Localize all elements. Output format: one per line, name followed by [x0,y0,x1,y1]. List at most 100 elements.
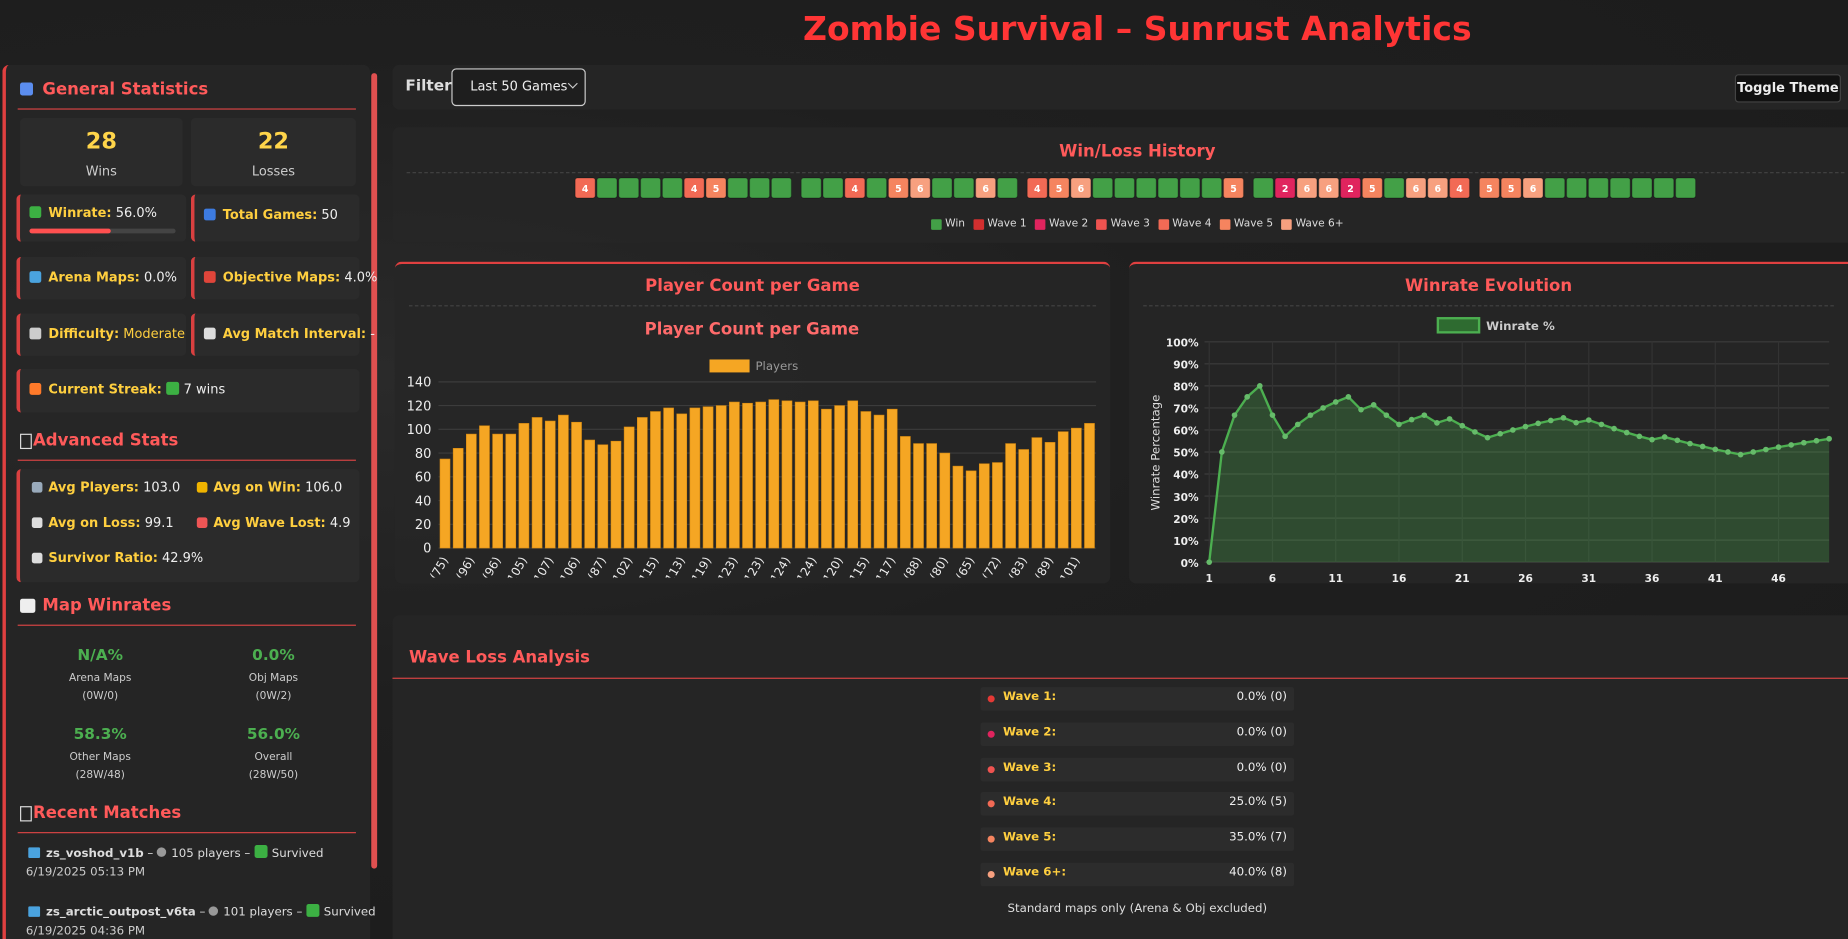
x-tick-label: 11 [1328,573,1343,585]
filter-select[interactable]: Last 50 Games [451,68,586,107]
x-tick-label: (117) [870,554,898,588]
note: Standard maps only (Arena & Obj excluded… [1007,902,1268,916]
y-tick-label: 80 [415,447,431,462]
point [1320,405,1326,411]
wave-row: Wave 5: 35.0% (7) [980,827,1295,852]
wave-dot [987,695,995,703]
bar [939,452,951,549]
section-title: General Statistics [42,80,209,99]
legend-swatch [1096,218,1108,230]
panel-title: Winrate Evolution [1404,276,1573,296]
toggle-theme-button[interactable]: Toggle Theme [1734,74,1841,103]
wave-value: 0.0% (0) [1236,690,1287,704]
stat-label: Avg Players: [48,479,139,495]
bar [900,436,911,549]
divider [392,677,1848,679]
history-box [727,177,749,199]
wave-row: Wave 6+: 40.0% (8) [980,862,1295,887]
icon [196,517,208,528]
legend-item: Wave 6+ [1281,218,1344,230]
point [1408,416,1415,423]
point [1547,417,1554,424]
history-box [931,177,953,199]
history-box [909,177,931,199]
stat-value: 103.0 [143,479,181,495]
panel-title: Player Count per Game [645,276,860,296]
match-date: 6/19/2025 05:13 PM [25,866,146,880]
icon [20,433,32,450]
point [1763,446,1769,453]
stat-label: Losses [251,163,296,180]
point [1623,429,1630,436]
bar [439,458,451,549]
bar [742,402,753,549]
check-icon [254,845,268,858]
stat-card: Objective Maps: 4.0% [190,256,377,300]
bar [689,407,701,549]
x-tick-label: 31 [1581,573,1596,585]
filter-value: Last 50 Games [470,78,568,95]
wave-label: Wave 3: [1002,760,1057,774]
wave-value: 0.0% (0) [1236,725,1287,739]
point [1801,439,1807,446]
bar [926,443,937,549]
map-rate: N/A% [77,647,123,665]
y-axis-label: Winrate Percentage [1149,395,1163,511]
history-box [1653,177,1675,199]
section-title: Win/Loss History [1059,142,1216,162]
history-box [1448,177,1471,199]
point [1244,394,1250,400]
x-tick-label: (102) [607,554,635,588]
stat-label: Avg on Loss: [48,515,141,531]
y-tick-label: 80% [1173,382,1199,394]
stat-card: Arena Maps: 0.0% [16,256,187,300]
bar [505,433,517,549]
map-record: (0W/2) [255,690,292,703]
history-box [618,177,640,199]
bar [1071,427,1082,549]
history-box [705,177,727,199]
stat-label: Avg Match Interval: [222,326,367,342]
y-tick-label: 30% [1173,492,1199,504]
history-box [1478,177,1500,199]
history-label: 5 [1486,184,1493,195]
toolbar [392,64,1848,110]
history-box [844,177,866,199]
stat-value: 99.1 [144,515,174,531]
section-title: Advanced Stats [32,431,179,451]
stat-card: Difficulty: Moderate [16,313,187,356]
bar [663,407,674,549]
history-label: 2 [1282,184,1289,195]
bar [558,414,569,549]
point [1484,434,1491,441]
legend-label: Wave 6+ [1295,218,1344,230]
point [1219,449,1225,455]
legend-label: Wave 3 [1110,218,1150,230]
area [1209,385,1830,563]
progress-track [29,228,176,234]
icon [31,482,43,493]
bar [821,408,832,549]
point [1649,436,1655,443]
bar [847,400,859,549]
bar [715,405,727,549]
player-icon [209,906,219,916]
stat-text: Arena Maps: 0.0% [48,270,177,285]
point [1687,440,1693,447]
stat-text: Avg on Loss: 99.1 [48,515,173,530]
history-box [1135,177,1157,199]
point [1459,422,1466,429]
y-tick-label: 70% [1173,404,1199,416]
icon [29,206,42,219]
scrollbar[interactable] [371,73,378,869]
section-title: Map Winrates [42,596,172,616]
wave-row: Wave 2: 0.0% (0) [980,722,1295,746]
x-tick-label: (72) [979,554,1003,582]
point [1535,420,1541,427]
history-box [1318,177,1340,199]
point [1345,394,1352,400]
stat-text: Avg Match Interval: - [223,326,375,341]
history-label: 6 [1325,184,1332,195]
stat-label: Total Games: [222,207,318,223]
